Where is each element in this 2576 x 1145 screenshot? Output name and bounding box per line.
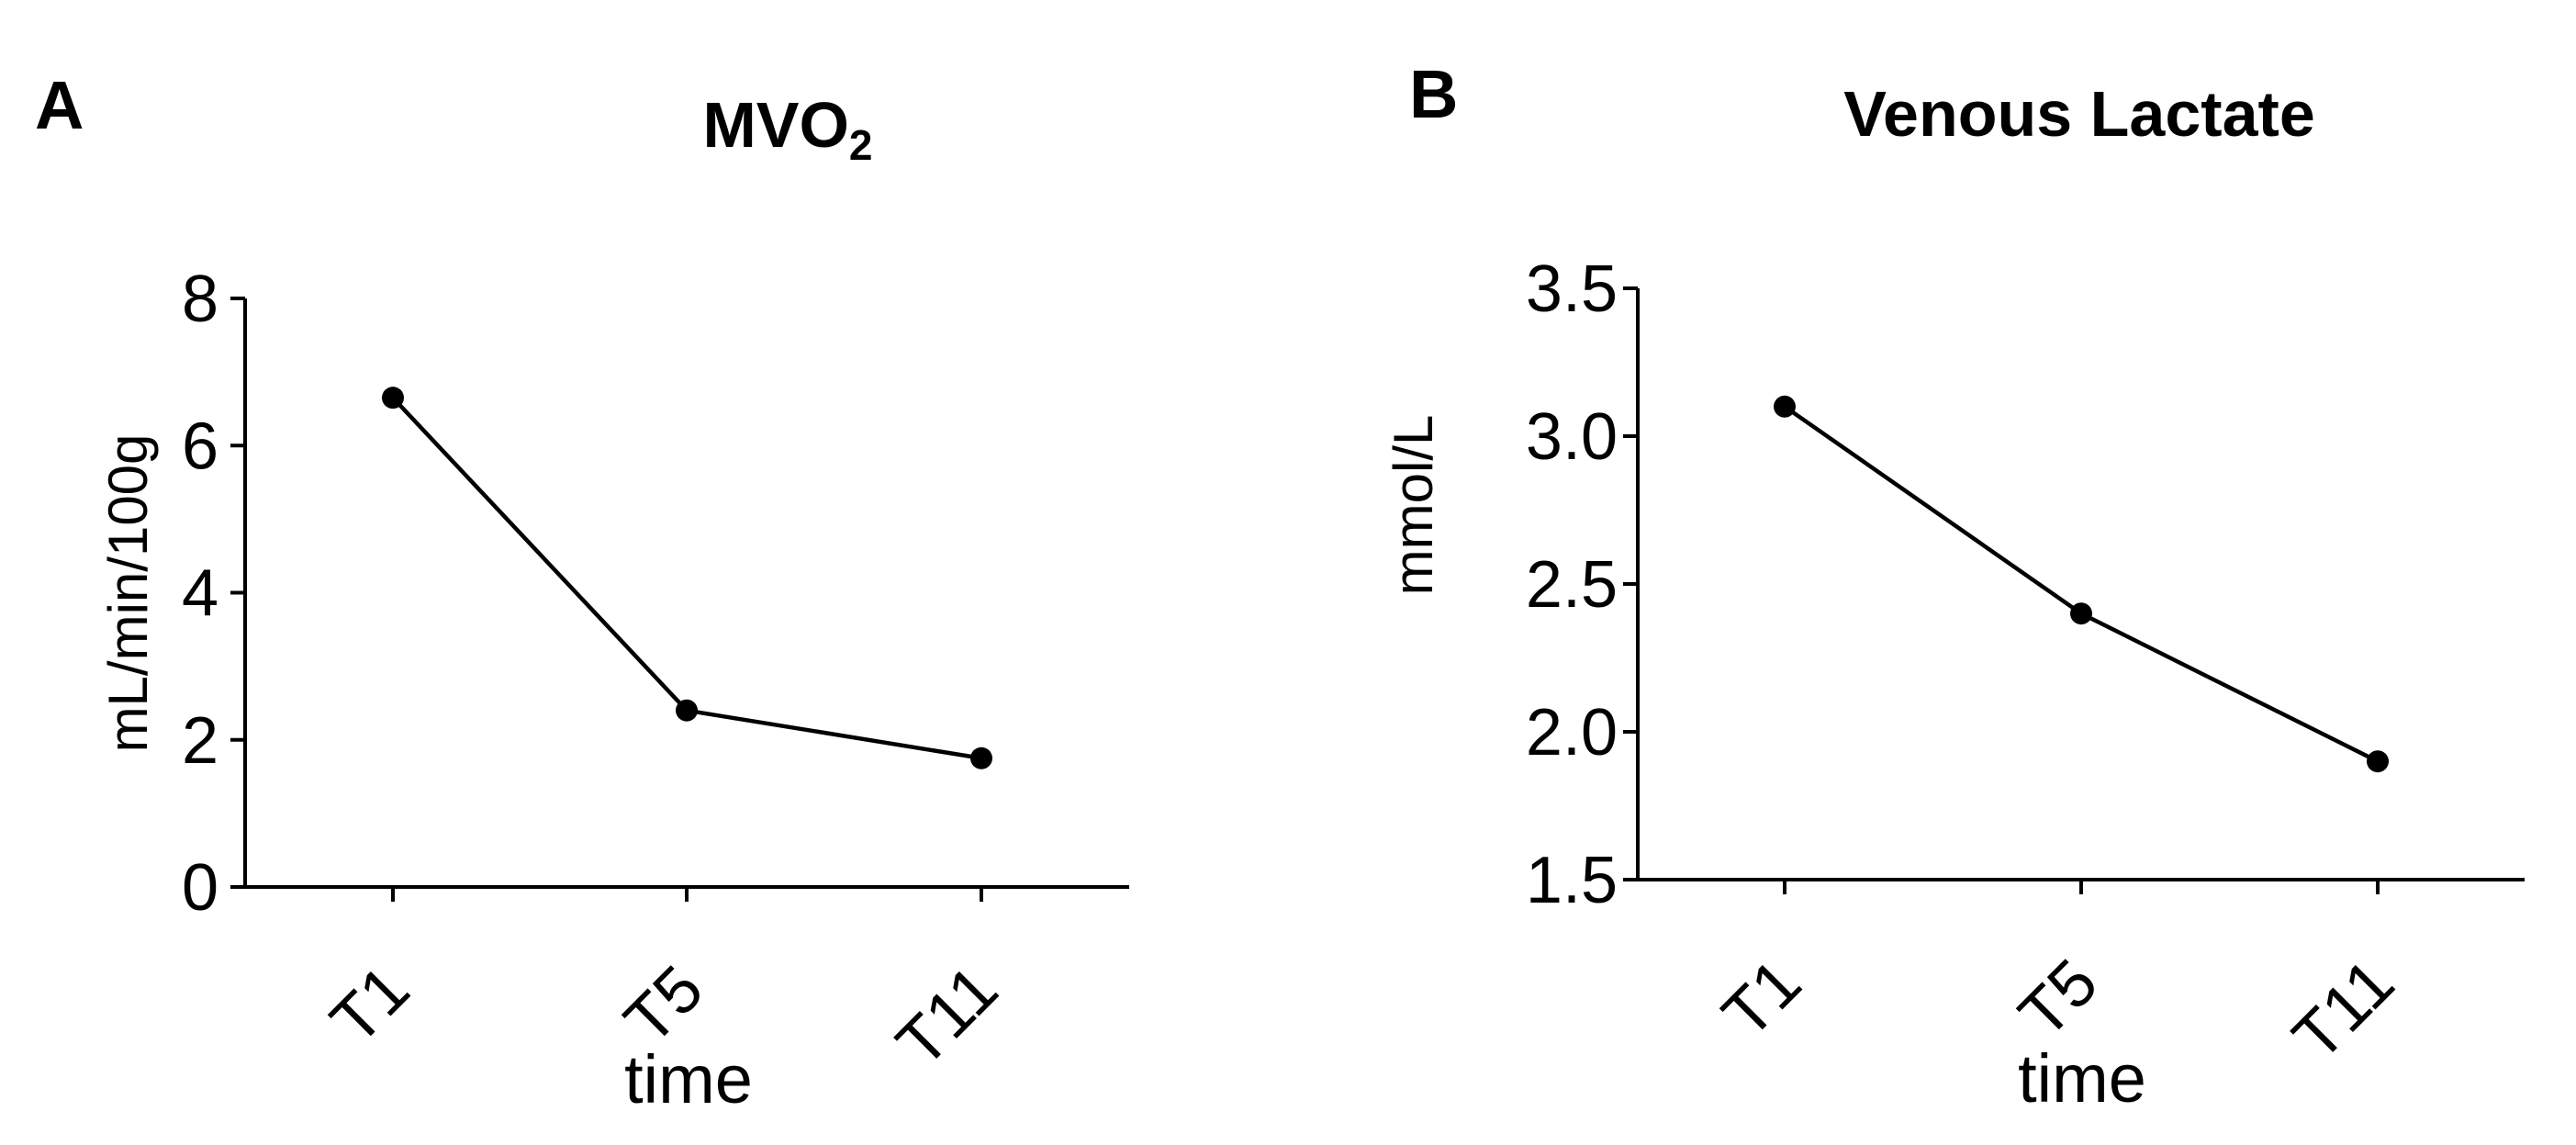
panel-b-data-point <box>2367 750 2389 773</box>
panel-a-data-point <box>676 699 698 722</box>
panel-b-letter: B <box>1409 56 1458 132</box>
panel-b-category-label: T1 <box>1708 946 1815 1052</box>
panel-b-data-point <box>2070 602 2092 625</box>
panel-a-xlabel: time <box>624 1041 753 1117</box>
panel-b-category-label: T11 <box>2279 946 2409 1075</box>
panel-a-ytick-label: 0 <box>182 851 218 925</box>
panel-b-ytick-label: 3.0 <box>1526 400 1618 474</box>
panel-b-ylabel: mmol/L <box>1383 415 1444 596</box>
panel-a-ytick-label: 2 <box>182 704 218 778</box>
panel-a-ytick-label: 4 <box>182 557 218 631</box>
panel-a-title-subscript: 2 <box>849 121 873 169</box>
panel-b-ticks: 1.5 2.0 2.5 3.0 3.5 T1 T5 T11 <box>1526 253 2408 1074</box>
panel-b-series <box>1774 395 2389 773</box>
panel-b-ytick-label: 3.5 <box>1526 253 1618 326</box>
panel-b-ytick-label: 2.0 <box>1526 696 1618 769</box>
panel-b-data-point <box>1774 395 1796 418</box>
panel-b-series-line <box>1783 404 2380 764</box>
panel-b-ytick-label: 1.5 <box>1526 844 1618 917</box>
panel-a-title-main: MVO <box>702 89 848 161</box>
panel-a-ytick-label: 8 <box>182 263 218 336</box>
panel-b-category-label: T5 <box>2005 946 2111 1052</box>
panel-a-ylabel: mL/min/100g <box>97 434 159 753</box>
panel-a-category-label: T1 <box>317 952 423 1059</box>
panel-a-ytick-label: 6 <box>182 410 218 483</box>
panel-a-data-point <box>970 746 992 769</box>
panel-b-ytick-label: 2.5 <box>1526 548 1618 622</box>
panel-b-title: Venous Lactate <box>1843 78 2315 150</box>
panel-a-title: MVO2 <box>702 89 872 169</box>
panel-a-letter: A <box>35 67 84 143</box>
panel-a-category-label: T11 <box>883 952 1013 1082</box>
panel-a-data-point <box>382 387 404 410</box>
panel-b: B Venous Lactate 1.52.02.53.03.5T1 T5 T11 … <box>1383 56 2525 1117</box>
panel-a-series <box>382 387 992 769</box>
panel-b-xlabel: time <box>2018 1040 2146 1117</box>
